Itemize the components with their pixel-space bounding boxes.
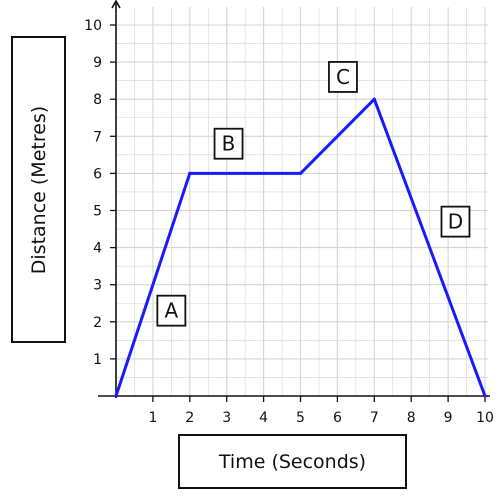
y-axis-label-box: Distance (Metres) xyxy=(11,36,66,343)
annotation-b: B xyxy=(213,127,244,160)
x-axis-label-box: Time (Seconds) xyxy=(178,434,407,489)
x-tick-label: 6 xyxy=(333,410,342,426)
x-tick-label: 9 xyxy=(444,410,453,426)
ticks: 1 2 3 4 5 6 7 8 9 10 1 2 3 4 5 6 7 8 9 10 xyxy=(84,18,494,426)
annotation-label: A xyxy=(165,299,179,323)
annotation-label: D xyxy=(448,210,463,234)
x-tick-label: 7 xyxy=(370,410,379,426)
x-tick-label: 3 xyxy=(222,410,231,426)
data-point xyxy=(298,171,303,175)
data-point xyxy=(114,394,118,398)
axes xyxy=(98,0,490,398)
y-tick-label: 6 xyxy=(93,166,102,182)
y-tick-label: 2 xyxy=(93,315,102,331)
annotation-d: D xyxy=(440,205,471,238)
x-axis-label: Time (Seconds) xyxy=(218,450,367,473)
x-tick-label: 8 xyxy=(407,410,416,426)
annotation-box xyxy=(213,127,244,160)
x-tick-label: 1 xyxy=(148,410,157,426)
annotation-c: C xyxy=(328,61,358,93)
y-axis-arrow xyxy=(111,0,121,9)
y-tick-label: 3 xyxy=(93,278,102,294)
y-tick-label: 10 xyxy=(84,18,102,34)
annotation-box xyxy=(328,61,358,93)
y-tick-label: 8 xyxy=(93,92,102,108)
annotation-label: C xyxy=(336,65,350,89)
annotation-box xyxy=(156,294,187,327)
annotation-box xyxy=(440,205,471,238)
x-tick-label: 4 xyxy=(259,410,268,426)
y-tick-label: 9 xyxy=(93,55,102,71)
data-point xyxy=(372,97,376,101)
annotation-a: A xyxy=(156,294,187,327)
annotations: A B C D xyxy=(156,61,471,327)
y-axis-label: Distance (Metres) xyxy=(27,105,50,274)
annotation-label: B xyxy=(222,132,236,156)
x-tick-label: 5 xyxy=(296,410,305,426)
x-tick-label: 2 xyxy=(185,410,194,426)
y-tick-label: 1 xyxy=(93,352,102,368)
data-point xyxy=(188,171,192,175)
x-tick-label: 10 xyxy=(476,410,494,426)
y-tick-label: 5 xyxy=(93,204,102,220)
y-tick-label: 4 xyxy=(93,241,102,257)
grid xyxy=(116,7,488,396)
y-tick-label: 7 xyxy=(93,129,102,145)
data-point xyxy=(483,394,487,398)
series xyxy=(114,97,487,398)
